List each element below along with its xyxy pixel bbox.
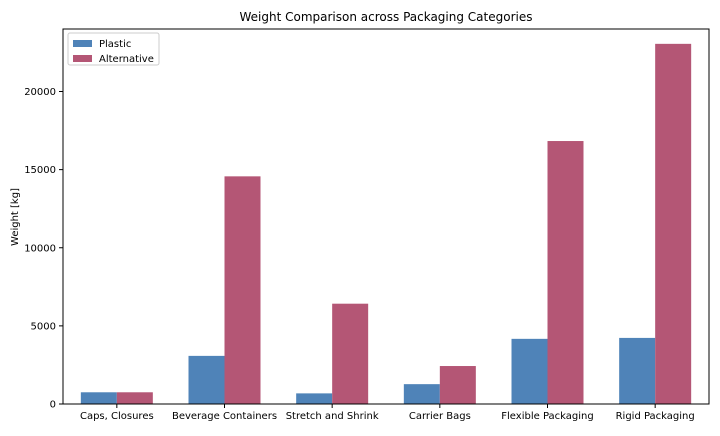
- legend-label: Plastic: [99, 39, 131, 50]
- x-tick-label: Rigid Packaging: [616, 411, 695, 422]
- legend: Plastic Alternative: [67, 32, 160, 66]
- y-tick-label: 10000: [24, 243, 56, 254]
- legend-swatch: [73, 40, 92, 47]
- plot-frame: [62, 28, 710, 405]
- x-tick-label: Caps, Closures: [80, 411, 154, 422]
- bar-alternative: [655, 43, 692, 404]
- bar-plastic: [619, 337, 656, 404]
- y-axis-label: Weight [kg]: [10, 188, 21, 246]
- bar-alternative: [224, 176, 261, 404]
- y-tick-label: 15000: [24, 165, 56, 176]
- bar-plastic: [188, 355, 225, 404]
- bar-plastic: [80, 392, 117, 404]
- legend-swatch: [73, 55, 92, 62]
- y-tick-label: 0: [50, 400, 56, 411]
- x-tick-label: Flexible Packaging: [501, 411, 593, 422]
- y-tick-label: 5000: [31, 321, 56, 332]
- bar-plastic: [296, 393, 333, 404]
- legend-label: Alternative: [99, 54, 154, 65]
- x-tick-label: Stretch and Shrink: [286, 411, 379, 422]
- bar-plastic: [403, 384, 440, 404]
- plot-area: 0 5000 10000 15000 20000 Caps, Closures Bevera…: [24, 28, 710, 422]
- bar-alternative: [547, 141, 584, 404]
- y-tick-label: 20000: [24, 87, 56, 98]
- bar-plastic: [511, 338, 548, 404]
- bar-alternative: [116, 392, 153, 404]
- x-tick-label: Carrier Bags: [409, 411, 471, 422]
- bar-alternative: [439, 366, 476, 404]
- chart-title: Weight Comparison across Packaging Categ…: [240, 10, 533, 24]
- bar-alternative: [332, 303, 369, 404]
- x-tick-label: Beverage Containers: [172, 411, 277, 422]
